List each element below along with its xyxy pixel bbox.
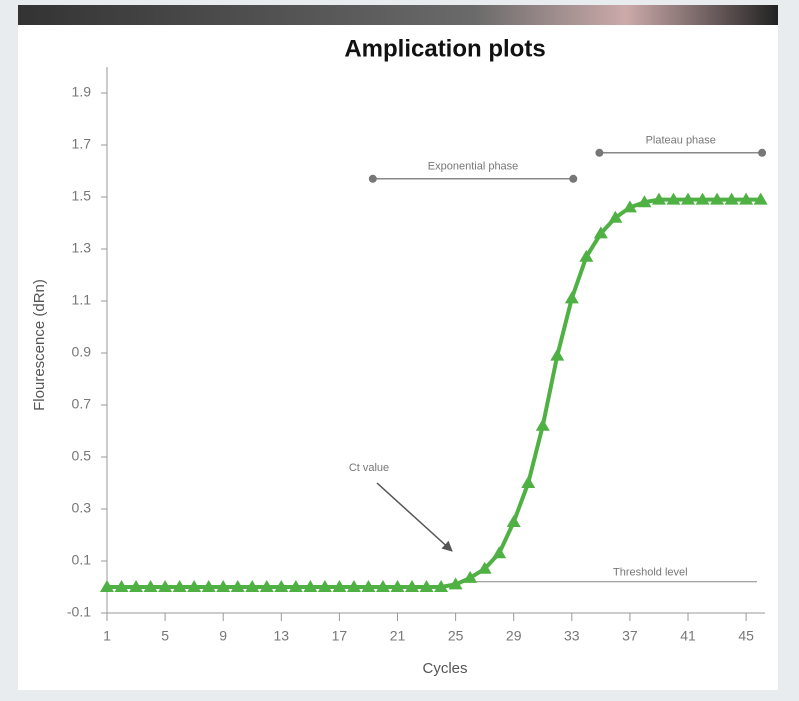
x-tick-label: 25: [448, 628, 464, 644]
phase-start: [595, 149, 603, 157]
x-tick-label: 9: [219, 628, 227, 644]
threshold-label: Threshold level: [613, 567, 688, 579]
y-tick-label: 0.5: [72, 448, 92, 464]
x-tick-label: 21: [390, 628, 406, 644]
y-tick-label: 0.1: [72, 552, 92, 568]
page: {"chart_data": {"type": "line", "title":…: [0, 0, 799, 701]
y-tick-label: 1.7: [72, 136, 92, 152]
y-tick-label: 0.7: [72, 396, 92, 412]
phase-label: Plateau phase: [646, 135, 716, 147]
phase-start: [369, 175, 377, 183]
y-axis-label: Flourescence (dRn): [31, 279, 48, 411]
phase-label: Exponential phase: [428, 161, 519, 173]
y-tick-label: 1.1: [72, 292, 92, 308]
x-tick-label: 37: [622, 628, 638, 644]
phase-end: [569, 175, 577, 183]
y-tick-label: -0.1: [67, 604, 91, 620]
screenshot: Amplication plots Cycles Flourescence (d…: [0, 0, 799, 701]
y-tick-label: 1.9: [72, 84, 92, 100]
x-tick-label: 13: [274, 628, 290, 644]
x-tick-label: 1: [103, 628, 111, 644]
x-tick-label: 41: [680, 628, 696, 644]
x-axis-label: Cycles: [422, 660, 467, 677]
x-tick-label: 33: [564, 628, 580, 644]
y-tick-label: 1.3: [72, 240, 92, 256]
header-image: [18, 5, 778, 27]
y-tick-label: 0.9: [72, 344, 92, 360]
y-tick-label: 1.5: [72, 188, 92, 204]
chart-title: Amplication plots: [344, 35, 545, 62]
x-tick-label: 45: [738, 628, 754, 644]
x-tick-label: 5: [161, 628, 169, 644]
x-tick-label: 17: [332, 628, 348, 644]
x-tick-label: 29: [506, 628, 522, 644]
phase-end: [758, 149, 766, 157]
annotation: Ct value: [349, 462, 389, 474]
y-tick-label: 0.3: [72, 500, 92, 516]
